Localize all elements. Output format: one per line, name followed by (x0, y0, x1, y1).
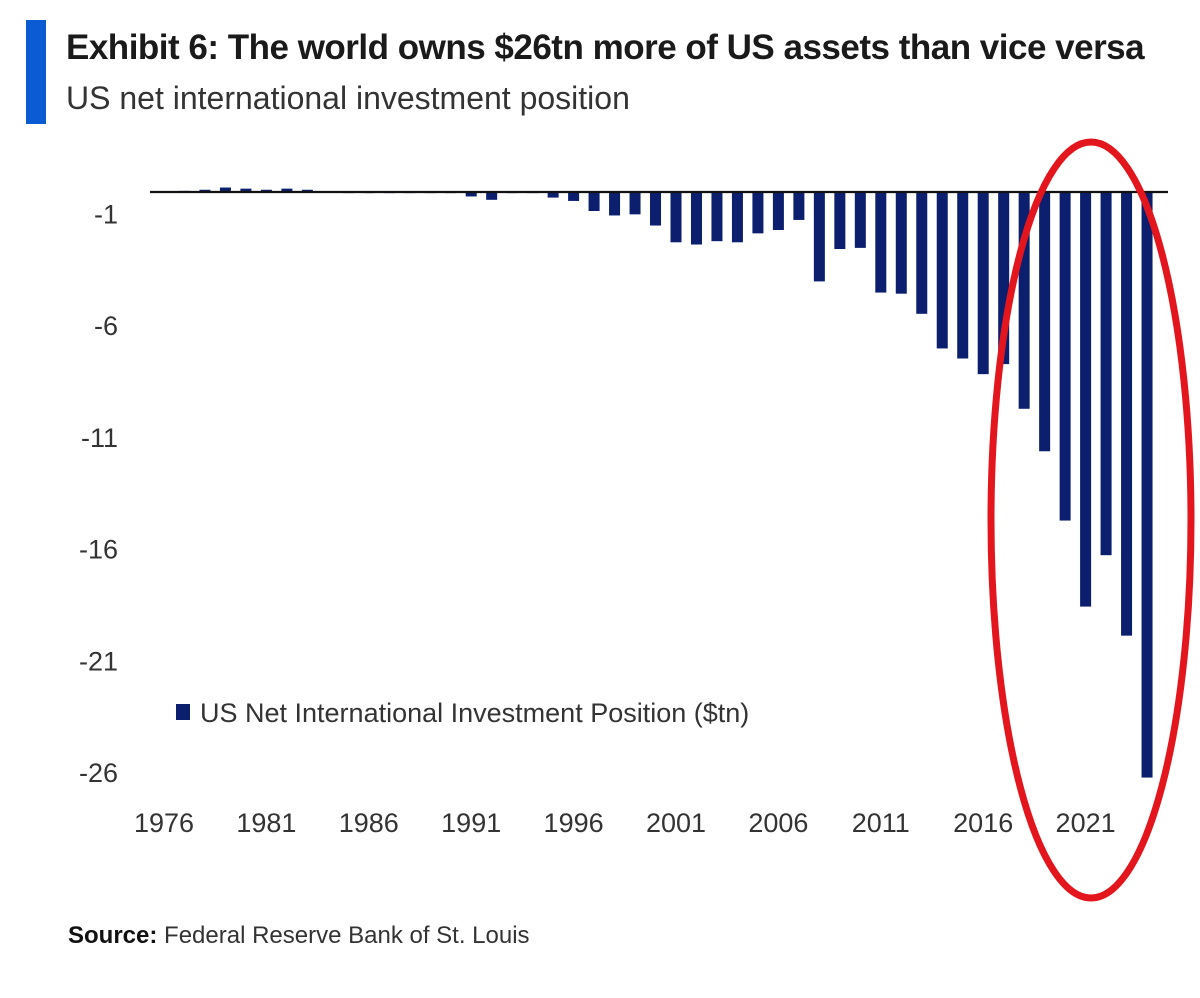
bar-2018 (1018, 192, 1030, 409)
bar-2003 (711, 192, 723, 242)
x-tick-label: 2001 (646, 808, 706, 838)
x-tick-label: 2016 (953, 808, 1013, 838)
bar-1980 (240, 188, 252, 192)
bar-2013 (916, 192, 928, 314)
bar-1997 (588, 192, 600, 211)
y-tick-label: -11 (81, 423, 118, 453)
bar-1981 (260, 189, 272, 192)
chart-subtitle: US net international investment position (66, 80, 630, 116)
y-tick-label: -16 (79, 535, 118, 565)
bar-1983 (301, 189, 313, 192)
bar-2017 (998, 192, 1010, 365)
bar-2015 (957, 192, 969, 359)
y-tick-label: -6 (94, 311, 118, 341)
bar-2009 (834, 192, 846, 249)
legend-swatch (176, 704, 190, 720)
bar-2004 (731, 192, 743, 243)
source-text: Federal Reserve Bank of St. Louis (164, 922, 530, 949)
bar-1998 (609, 192, 621, 216)
x-tick-label: 1996 (544, 808, 604, 838)
bar-2020 (1059, 192, 1071, 521)
bar-1991 (465, 192, 477, 197)
bar-2005 (752, 192, 764, 234)
bar-2016 (977, 192, 989, 375)
bar-2024 (1141, 192, 1153, 778)
bar-2021 (1080, 192, 1092, 607)
x-tick-label: 1986 (339, 808, 399, 838)
bar-2012 (895, 192, 907, 294)
bar-2008 (813, 192, 825, 282)
bar-2014 (936, 192, 948, 349)
y-tick-label: -21 (79, 646, 118, 676)
bar-1978 (199, 189, 211, 192)
y-tick-label: -1 (94, 199, 118, 229)
chart-title: Exhibit 6: The world owns $26tn more of … (66, 28, 1145, 67)
bar-2002 (690, 192, 702, 245)
bar-1995 (547, 192, 559, 198)
x-tick-label: 2021 (1056, 808, 1116, 838)
source-note: Source: Federal Reserve Bank of St. Loui… (68, 922, 530, 950)
bar-1992 (486, 192, 498, 200)
bar-1979 (219, 187, 231, 192)
bar-2022 (1100, 192, 1112, 556)
y-tick-label: -26 (79, 758, 118, 788)
bar-2006 (772, 192, 784, 230)
highlight-ellipse (987, 138, 1195, 902)
bar-1982 (281, 188, 293, 192)
x-tick-label: 1991 (441, 808, 501, 838)
bar-2007 (793, 192, 805, 220)
bar-2010 (854, 192, 866, 248)
x-tick-label: 2011 (852, 808, 910, 838)
x-tick-label: 1976 (134, 808, 194, 838)
x-tick-label: 2006 (748, 808, 808, 838)
bar-2001 (670, 192, 682, 243)
bar-2011 (875, 192, 887, 293)
bar-2023 (1121, 192, 1133, 636)
legend-label: US Net International Investment Position… (200, 698, 749, 728)
bar-2000 (650, 192, 662, 226)
accent-bar (26, 20, 46, 124)
source-label: Source: (68, 922, 158, 949)
bar-1996 (568, 192, 580, 201)
x-tick-label: 1981 (236, 808, 296, 838)
bar-1999 (629, 192, 641, 215)
bar-2019 (1039, 192, 1051, 452)
